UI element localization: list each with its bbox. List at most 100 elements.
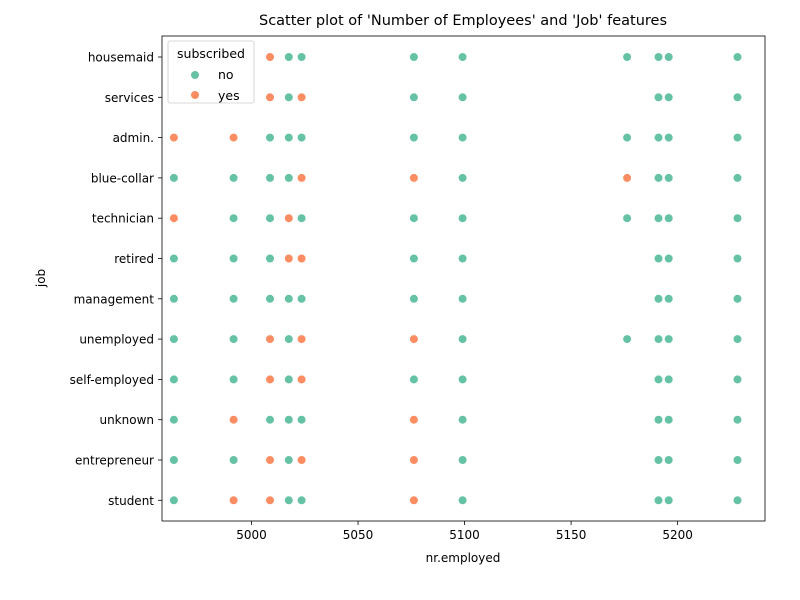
legend-marker-no [190, 70, 200, 80]
data-point-no [169, 374, 179, 385]
data-point-no [653, 253, 664, 264]
y-axis-label: job [34, 269, 48, 288]
y-tick-label: student [108, 494, 154, 508]
data-point-no [265, 253, 275, 264]
data-point-no [169, 455, 179, 465]
y-tick-label: management [74, 292, 155, 306]
data-point-no [732, 495, 743, 505]
y-tick-label: self-employed [70, 373, 154, 387]
data-point-no [284, 52, 294, 62]
data-point-yes [284, 253, 294, 264]
data-point-no [732, 294, 743, 304]
data-point-no [622, 133, 632, 143]
y-tick-label: unknown [99, 413, 154, 427]
data-point-no [732, 133, 743, 143]
data-point-no [732, 334, 743, 344]
data-point-yes [169, 213, 179, 223]
data-point-no [284, 173, 294, 183]
data-point-no [458, 52, 468, 62]
data-point-yes [297, 374, 307, 385]
data-point-no [653, 213, 664, 223]
data-point-no [458, 253, 468, 264]
data-point-no [653, 495, 664, 505]
data-point-no [297, 415, 307, 425]
data-point-no [265, 294, 275, 304]
data-point-yes [409, 334, 419, 344]
series-yes [169, 52, 632, 505]
data-point-no [622, 213, 632, 223]
data-point-no [732, 92, 743, 102]
data-point-no [169, 294, 179, 304]
data-point-no [409, 213, 419, 223]
data-point-no [653, 294, 664, 304]
y-tick-label: housemaid [88, 51, 154, 65]
data-point-no [284, 92, 294, 102]
data-point-yes [622, 173, 632, 183]
data-point-no [265, 213, 275, 223]
data-point-no [458, 374, 468, 385]
data-point-no [458, 455, 468, 465]
data-point-no [229, 374, 239, 385]
y-axis: housemaid services admin. blue-collar techni… [70, 51, 162, 508]
data-point-no [664, 52, 674, 62]
data-point-no [664, 374, 674, 385]
data-point-no [732, 253, 743, 264]
x-tick-label: 5050 [343, 528, 374, 542]
data-point-no [284, 133, 294, 143]
data-point-no [664, 495, 674, 505]
data-point-no [297, 294, 307, 304]
data-point-no [297, 133, 307, 143]
legend: subscribed no yes [167, 40, 255, 104]
data-point-no [653, 415, 664, 425]
data-point-yes [409, 495, 419, 505]
y-tick-label: unemployed [79, 333, 154, 347]
data-point-no [653, 455, 664, 465]
legend-title: subscribed [177, 46, 245, 61]
x-tick-label: 5100 [449, 528, 480, 542]
data-point-no [732, 52, 743, 62]
data-point-yes [265, 52, 275, 62]
y-tick-label: services [105, 91, 154, 105]
data-point-no [664, 294, 674, 304]
data-point-yes [265, 455, 275, 465]
data-point-no [265, 173, 275, 183]
data-point-no [265, 415, 275, 425]
data-point-no [229, 253, 239, 264]
data-point-no [653, 133, 664, 143]
data-point-no [653, 334, 664, 344]
data-point-no [458, 133, 468, 143]
data-point-no [229, 334, 239, 344]
data-point-yes [265, 92, 275, 102]
plot-frame [161, 35, 766, 522]
data-point-no [169, 253, 179, 264]
data-point-no [284, 294, 294, 304]
x-tick-label: 5150 [556, 528, 587, 542]
data-point-no [409, 374, 419, 385]
data-point-no [169, 415, 179, 425]
y-tick-label: admin. [113, 131, 154, 145]
x-tick-label: 5000 [236, 528, 267, 542]
data-point-no [229, 213, 239, 223]
data-point-yes [229, 415, 239, 425]
data-point-no [229, 294, 239, 304]
data-point-no [653, 92, 664, 102]
data-point-no [732, 173, 743, 183]
data-point-no [664, 213, 674, 223]
data-point-yes [297, 92, 307, 102]
data-point-no [229, 455, 239, 465]
data-point-yes [265, 495, 275, 505]
legend-box [167, 40, 255, 104]
data-point-no [297, 52, 307, 62]
data-point-no [664, 173, 674, 183]
legend-label-yes: yes [218, 88, 240, 103]
data-point-no [622, 52, 632, 62]
data-point-no [664, 415, 674, 425]
data-point-no [732, 374, 743, 385]
data-point-no [284, 495, 294, 505]
data-point-no [458, 213, 468, 223]
data-point-yes [284, 213, 294, 223]
plot-area: housemaid services admin. blue-collar techni… [70, 35, 766, 542]
data-point-no [664, 92, 674, 102]
data-point-no [458, 173, 468, 183]
